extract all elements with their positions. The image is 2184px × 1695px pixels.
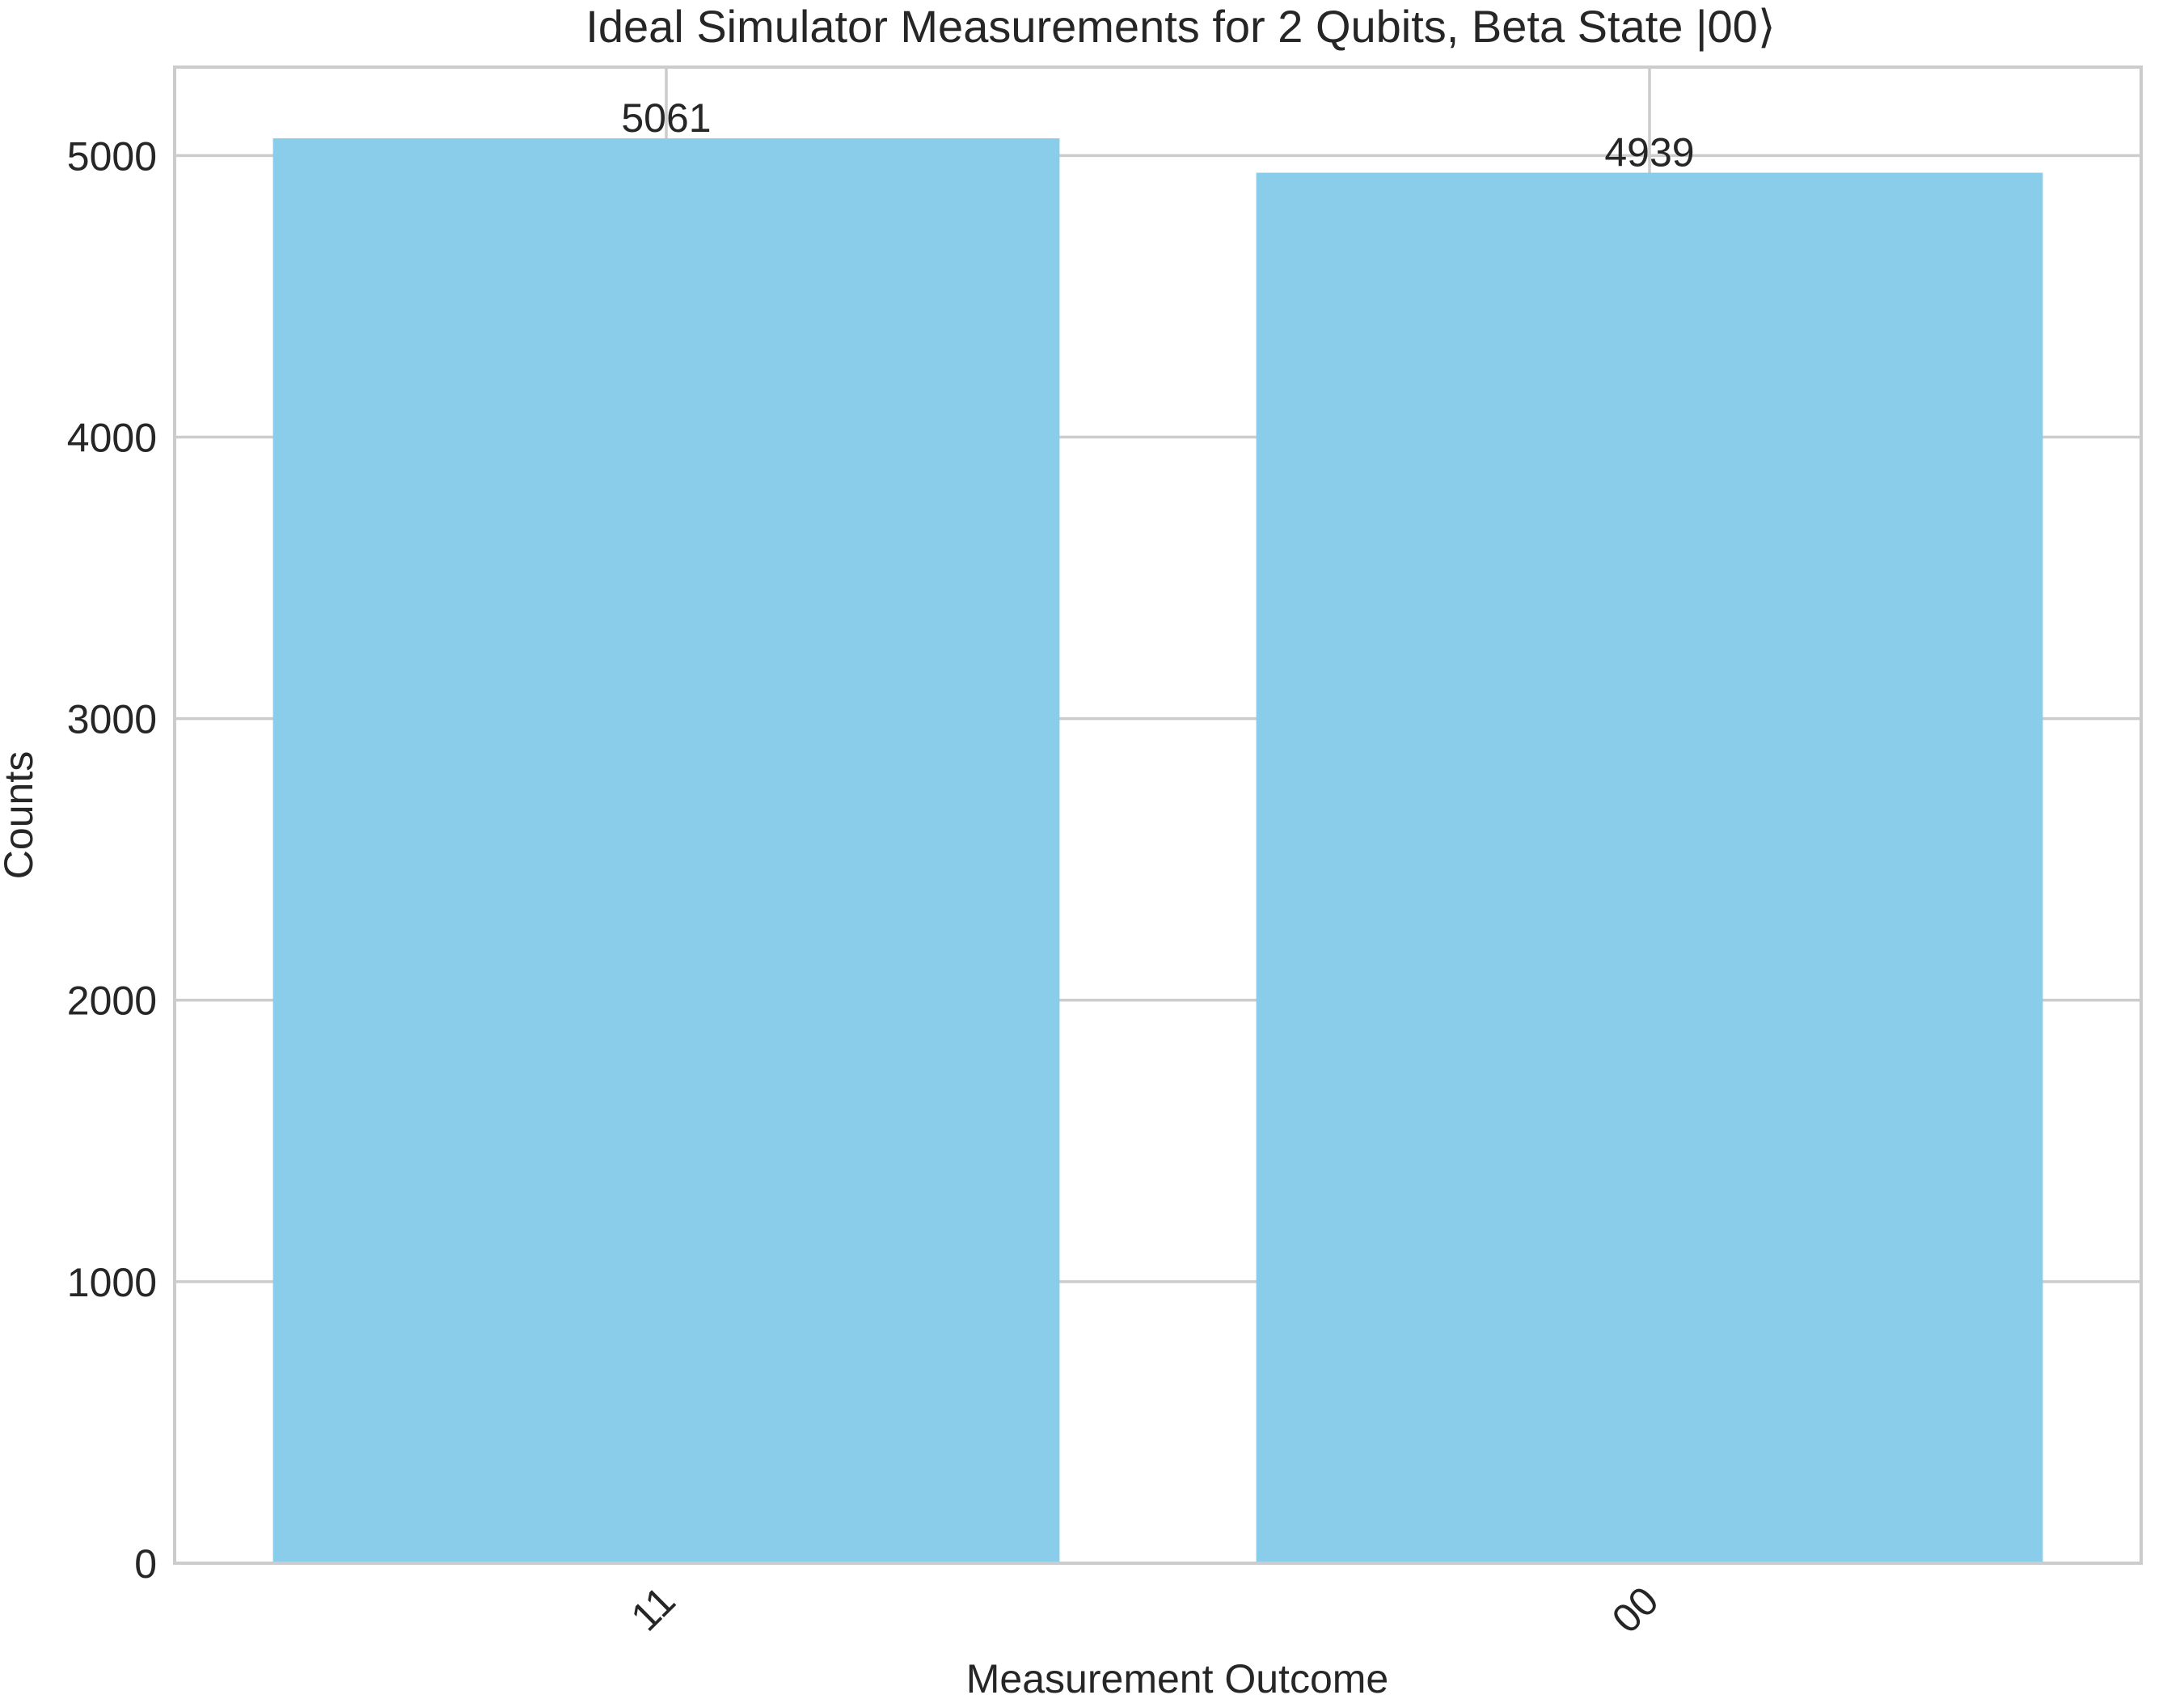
- y-tick-label: 0: [134, 1541, 157, 1587]
- x-tick-label: 00: [1603, 1578, 1667, 1642]
- data-label-00: 4939: [1604, 130, 1694, 175]
- x-tick-label: 11: [622, 1578, 683, 1639]
- y-tick-label: 1000: [67, 1260, 157, 1305]
- y-tick-label: 5000: [67, 133, 157, 179]
- y-tick-label: 3000: [67, 697, 157, 742]
- y-tick-label: 2000: [67, 979, 157, 1024]
- tick-labels: 0 1000 2000 3000 4000 5000 11 00: [67, 133, 1667, 1642]
- data-label-11: 5061: [621, 95, 711, 141]
- data-labels: 5061 4939: [621, 95, 1694, 175]
- x-axis-label: Measurement Outcome: [966, 1656, 1388, 1695]
- bars: [272, 138, 2043, 1564]
- y-tick-label: 4000: [67, 415, 157, 460]
- bar-00: [1256, 172, 2043, 1563]
- y-axis-label: Counts: [0, 751, 41, 879]
- chart-title: Ideal Simulator Measurements for 2 Qubit…: [585, 1, 1775, 52]
- bar-11: [272, 138, 1060, 1564]
- plot-frame: [173, 66, 2143, 1565]
